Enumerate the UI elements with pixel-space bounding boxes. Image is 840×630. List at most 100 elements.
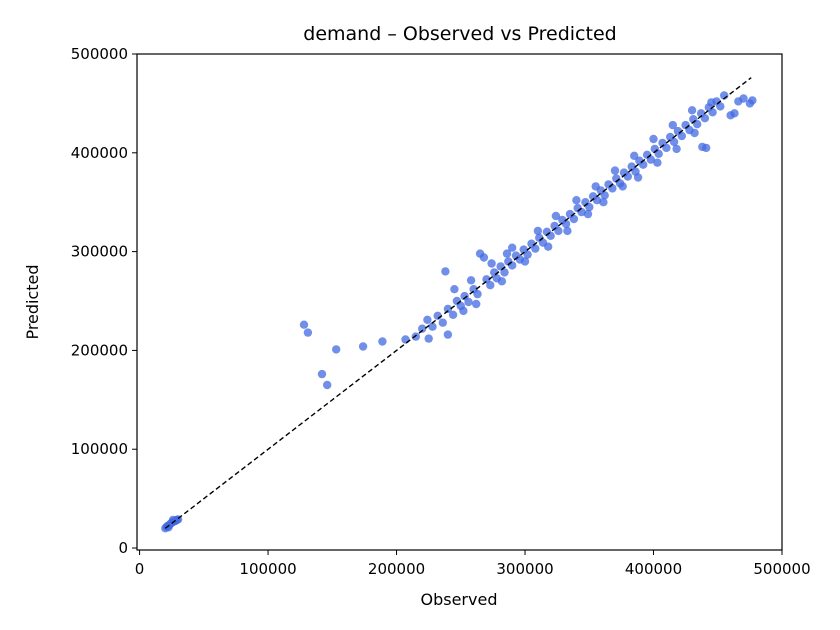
x-axis: 0 100000 200000 300000 400000 500000 (135, 550, 811, 578)
scatter-point (472, 299, 481, 309)
scatter-point (168, 515, 178, 525)
y-axis-label: Predicted (23, 264, 42, 339)
scatter-point (473, 289, 482, 299)
scatter-point (464, 297, 473, 307)
scatter-point (677, 131, 686, 141)
scatter-point (487, 259, 496, 268)
x-tick-label: 400000 (625, 560, 682, 578)
x-tick-label: 500000 (753, 560, 810, 578)
scatter-point (533, 226, 543, 236)
scatter-point (583, 209, 593, 219)
scatter-point (332, 345, 341, 354)
scatter-point (438, 318, 447, 327)
scatter-point (748, 96, 757, 105)
scatter-point (702, 143, 711, 153)
x-axis-label: Observed (421, 590, 498, 609)
scatter-point (508, 261, 517, 270)
scatter-point (401, 335, 410, 344)
scatter-point (633, 173, 643, 182)
scatter-point (317, 369, 327, 379)
x-tick-label: 0 (135, 560, 145, 578)
y-tick-label: 400000 (71, 144, 128, 162)
scatter-point (520, 257, 530, 266)
y-tick-label: 100000 (71, 440, 128, 458)
scatter-point (654, 149, 663, 158)
scatter-point (730, 109, 739, 118)
scatter-point (303, 328, 313, 337)
scatter-point (639, 160, 648, 169)
scatter-point (668, 120, 677, 130)
scatter-point (610, 166, 620, 175)
x-tick-label: 200000 (368, 560, 425, 578)
scatter-point (323, 380, 332, 390)
scatter-point (378, 337, 387, 346)
scatter-point (460, 291, 469, 301)
scatter-point (592, 196, 602, 205)
scatter-point (479, 253, 489, 262)
scatter-point (411, 332, 420, 341)
scatter-point (561, 219, 571, 229)
scatter-point (418, 324, 427, 333)
chart-title: demand – Observed vs Predicted (303, 23, 616, 45)
scatter-point (508, 243, 517, 252)
scatter-point (653, 158, 662, 167)
scatter-point (585, 202, 594, 212)
scatter-point (662, 143, 671, 153)
scatter-point (690, 128, 699, 138)
scatter-point (441, 267, 450, 276)
scatter-point (164, 523, 173, 532)
scatter-point (569, 214, 579, 224)
scatter-point (424, 334, 433, 343)
scatter-point (554, 226, 563, 236)
scatter-point (358, 342, 368, 351)
scatter-point (600, 191, 609, 200)
scatter-point (497, 277, 507, 286)
scatter-point (572, 196, 581, 205)
scatter-point (450, 285, 459, 294)
scatter-point (646, 155, 656, 164)
scatter-point (502, 249, 512, 258)
scatter-point (623, 172, 632, 181)
scatter-point (687, 106, 697, 115)
scatter-point (299, 320, 309, 329)
scatter-point (591, 182, 600, 191)
scatter-point (693, 120, 702, 129)
scatter-point (700, 114, 710, 123)
y-tick-label: 0 (118, 539, 128, 557)
scatter-point (630, 151, 639, 160)
x-tick-label: 300000 (496, 560, 553, 578)
scatter-point (448, 310, 458, 319)
scatter-point (669, 137, 679, 147)
y-tick-label: 300000 (71, 243, 128, 261)
scatter-point (608, 184, 617, 193)
scatter-point (428, 322, 437, 331)
scatter-point (544, 242, 553, 251)
scatter-point (707, 98, 716, 107)
plot-frame (136, 53, 783, 551)
scatter-point (551, 211, 561, 221)
scatter-point (716, 102, 725, 111)
scatter-point (618, 182, 627, 191)
scatter-point (649, 134, 658, 144)
scatter-point (500, 268, 509, 277)
scatter-point (531, 244, 540, 253)
scatter-point (423, 315, 432, 324)
y-tick-label: 500000 (71, 45, 128, 63)
plot-marks (161, 77, 757, 533)
scatter-point (443, 304, 453, 314)
scatter-point (599, 198, 608, 207)
scatter-point (708, 108, 717, 117)
y-axis: 0 100000 200000 300000 400000 500000 (71, 45, 137, 557)
scatter-point (443, 330, 453, 339)
scatter-point (739, 94, 748, 103)
scatter-point (466, 276, 476, 285)
y-tick-label: 200000 (71, 341, 128, 359)
scatter-point (459, 306, 468, 316)
x-tick-label: 100000 (239, 560, 296, 578)
scatter-point (672, 144, 681, 154)
identity-reference-line (164, 77, 752, 529)
scatter-point (486, 281, 495, 290)
scatter-point (523, 250, 532, 259)
scatter-point (563, 226, 572, 236)
